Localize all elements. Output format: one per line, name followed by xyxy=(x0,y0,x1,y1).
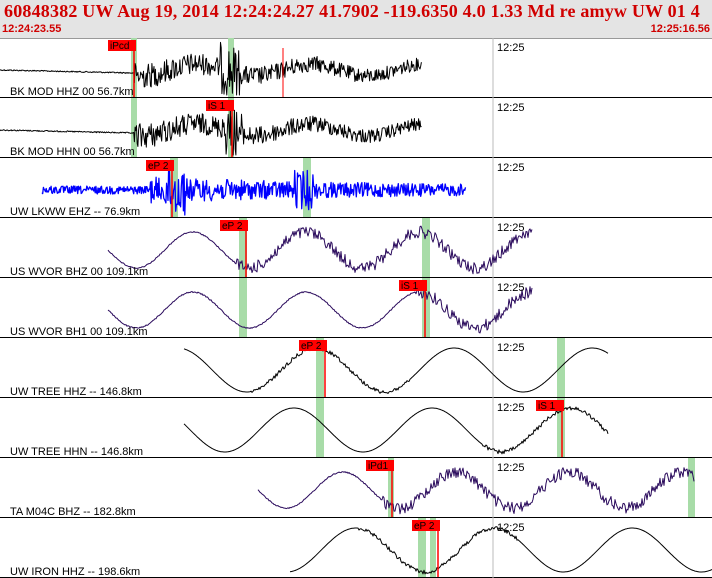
trace-panel[interactable]: eP 2 12:25 UW IRON HHZ -- 198.6km xyxy=(0,518,712,578)
pick-marker[interactable] xyxy=(366,460,394,471)
phase-window-band xyxy=(131,98,137,157)
event-header: 60848382 UW Aug 19, 2014 12:24:24.27 41.… xyxy=(0,0,712,39)
waveform xyxy=(257,467,695,515)
channel-label: BK MOD HHN 00 56.7km xyxy=(10,146,135,158)
trace-panel[interactable]: iS 1 12:25 BK MOD HHN 00 56.7km xyxy=(0,98,712,158)
waveform xyxy=(0,107,422,156)
minute-tick-label: 12:25 xyxy=(497,42,525,54)
waveform xyxy=(107,225,533,275)
phase-window-band xyxy=(388,458,394,517)
waveform xyxy=(0,41,422,96)
minute-tick-label: 12:25 xyxy=(497,222,525,234)
phase-window-band xyxy=(228,38,234,97)
phase-window-band xyxy=(316,338,324,397)
trace-panel[interactable]: iS 1 12:25 UW TREE HHN -- 146.8km xyxy=(0,398,712,458)
phase-window-band xyxy=(239,278,247,337)
channel-label: US WVOR BHZ 00 109.1km xyxy=(10,266,148,278)
window-start-time: 12:24:23.55 xyxy=(2,23,62,35)
trace-panel[interactable]: iPcd 12:25 BK MOD HHZ 00 56.7km xyxy=(0,38,712,98)
channel-label: US WVOR BH1 00 109.1km xyxy=(10,326,148,338)
minute-tick-label: 12:25 xyxy=(497,102,525,114)
channel-label: TA M04C BHZ -- 182.8km xyxy=(10,506,136,518)
trace-panel[interactable]: eP 2 12:25 US WVOR BHZ 00 109.1km xyxy=(0,218,712,278)
waveform xyxy=(107,286,533,334)
phase-window-band xyxy=(239,218,247,277)
waveform xyxy=(41,164,467,216)
seismogram-panel-stack[interactable]: iPcd 12:25 BK MOD HHZ 00 56.7km iS 1 12:25 BK… xyxy=(0,38,712,578)
pick-label: iPcd xyxy=(110,41,129,52)
pick-label: eP 2 xyxy=(148,161,169,172)
pick-marker[interactable] xyxy=(146,160,174,171)
channel-label: UW TREE HHZ -- 146.8km xyxy=(10,386,142,398)
phase-window-band xyxy=(418,518,426,577)
event-title: 60848382 UW Aug 19, 2014 12:24:24.27 41.… xyxy=(4,1,700,21)
trace-panel[interactable]: eP 2 12:25 UW LKWW EHZ -- 76.9km xyxy=(0,158,712,218)
pick-marker[interactable] xyxy=(536,400,564,411)
channel-label: UW IRON HHZ -- 198.6km xyxy=(10,566,140,578)
waveform xyxy=(183,346,609,394)
pick-marker[interactable] xyxy=(299,340,327,351)
pick-label: iS 1 xyxy=(538,401,556,412)
pick-label: iS 1 xyxy=(208,101,226,112)
trace-panel[interactable]: eP 2 12:25 UW TREE HHZ -- 146.8km xyxy=(0,338,712,398)
seismogram-traces[interactable]: iPcd 12:25 BK MOD HHZ 00 56.7km iS 1 12:25 BK… xyxy=(0,38,712,578)
minute-tick-label: 12:25 xyxy=(497,342,525,354)
pick-marker[interactable] xyxy=(220,220,248,231)
pick-label: eP 2 xyxy=(414,521,435,532)
channel-label: UW TREE HHN -- 146.8km xyxy=(10,446,143,458)
pick-marker[interactable] xyxy=(206,100,234,111)
waveform xyxy=(289,526,712,575)
pick-marker[interactable] xyxy=(399,280,427,291)
phase-window-band xyxy=(430,518,436,577)
minute-tick-label: 12:25 xyxy=(497,162,525,174)
channel-label: UW LKWW EHZ -- 76.9km xyxy=(10,206,140,218)
minute-tick-label: 12:25 xyxy=(497,462,525,474)
pick-label: eP 2 xyxy=(301,341,322,352)
phase-window-band xyxy=(688,458,695,517)
phase-window-band xyxy=(316,398,324,457)
pick-marker[interactable] xyxy=(412,520,440,531)
pick-label: eP 2 xyxy=(222,221,243,232)
window-end-time: 12:25:16.56 xyxy=(650,23,710,35)
pick-label: iPd1 xyxy=(368,461,388,472)
minute-tick-label: 12:25 xyxy=(497,402,525,414)
waveform xyxy=(183,406,609,455)
minute-tick-label: 12:25 xyxy=(497,522,525,534)
pick-label: iS 1 xyxy=(401,281,419,292)
phase-window-band xyxy=(557,398,565,457)
trace-panel[interactable]: iS 1 12:25 US WVOR BH1 00 109.1km xyxy=(0,278,712,338)
pick-marker[interactable] xyxy=(108,40,136,51)
phase-window-band xyxy=(422,218,430,277)
channel-label: BK MOD HHZ 00 56.7km xyxy=(10,86,133,98)
trace-panel[interactable]: iPd1 12:25 TA M04C BHZ -- 182.8km xyxy=(0,458,712,518)
minute-tick-label: 12:25 xyxy=(497,282,525,294)
phase-window-band xyxy=(422,278,430,337)
